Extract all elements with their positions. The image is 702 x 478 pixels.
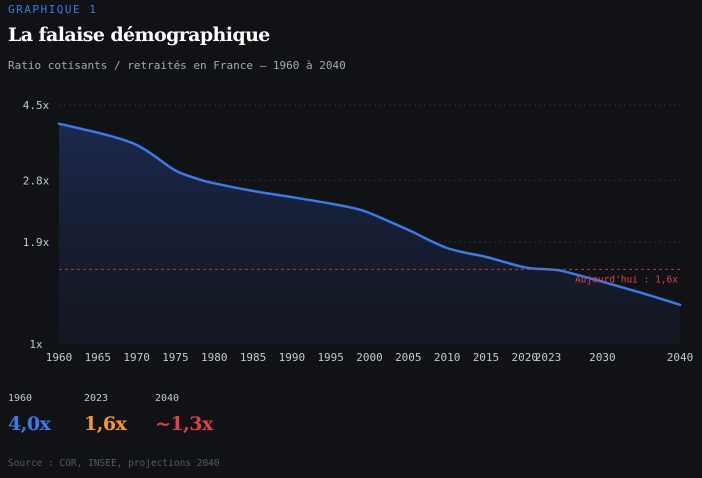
y-tick-label: 4.5x [23, 99, 50, 112]
stat-2023-value: 1,6x [84, 413, 127, 435]
stat-1960-value: 4,0x [8, 413, 51, 435]
x-tick-label: 2040 [667, 351, 694, 364]
x-tick-label: 2010 [434, 351, 461, 364]
x-tick-label: 1995 [317, 351, 344, 364]
series-area [59, 123, 680, 344]
stat-2023: 2023 1,6x [84, 393, 127, 435]
source-note: Source : COR, INSEE, projections 2040 [8, 458, 220, 469]
x-tick-label: 1970 [123, 351, 150, 364]
y-tick-label: 1.9x [23, 236, 50, 249]
x-tick-label: 2000 [356, 351, 383, 364]
stat-2040: 2040 ~1,3x [155, 393, 213, 435]
x-tick-label: 2023 [535, 351, 562, 364]
x-tick-label: 1975 [162, 351, 189, 364]
x-tick-label: 2030 [589, 351, 616, 364]
y-axis-ticks: 4.5x 2.8x 1.9x 1x [23, 99, 50, 351]
stat-1960: 1960 4,0x [8, 393, 51, 435]
x-tick-label: 1990 [279, 351, 306, 364]
x-tick-label: 1985 [240, 351, 267, 364]
x-tick-label: 2005 [395, 351, 422, 364]
x-axis-ticks: 1960 1965 1970 1975 1980 1985 1990 1995 2000 2005… [46, 351, 694, 364]
series-line [57, 122, 682, 307]
y-tick-label: 2.8x [23, 174, 50, 187]
stat-2023-year: 2023 [84, 393, 109, 404]
x-tick-label: 2020 [512, 351, 539, 364]
chart-subtitle: Ratio cotisants / retraités en France — … [8, 59, 346, 72]
chart-kicker: GRAPHIQUE 1 [8, 3, 98, 16]
x-tick-label: 2015 [473, 351, 500, 364]
x-tick-label: 1980 [201, 351, 228, 364]
chart-title: La falaise démographique [8, 24, 270, 46]
chart-area-layer [57, 122, 682, 344]
x-tick-label: 1960 [46, 351, 73, 364]
stat-2040-year: 2040 [155, 393, 180, 404]
stat-1960-year: 1960 [8, 393, 33, 404]
stat-2040-value: ~1,3x [155, 413, 213, 435]
reference-label: Aujourd'hui : 1,6x [575, 274, 678, 285]
y-tick-label: 1x [29, 338, 43, 351]
chart-reference-layer: Aujourd'hui : 1,6x [59, 268, 680, 285]
x-tick-label: 1965 [85, 351, 112, 364]
